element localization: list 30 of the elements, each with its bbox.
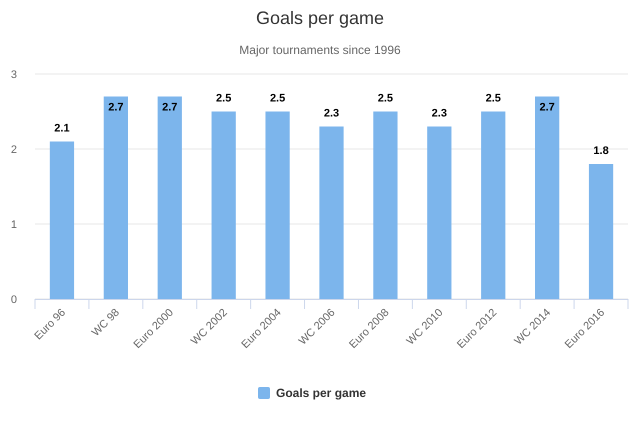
y-tick-label: 1	[10, 219, 17, 231]
bar	[158, 96, 182, 299]
bar	[535, 96, 560, 299]
data-label: 1.8	[593, 145, 609, 157]
data-label: 2.7	[108, 102, 124, 114]
bar	[427, 126, 452, 299]
legend-label: Goals per game	[276, 386, 366, 400]
bar	[212, 112, 236, 299]
data-label: 2.5	[270, 92, 286, 104]
data-label: 2.5	[378, 92, 394, 104]
chart-title: Goals per game	[256, 8, 384, 28]
y-tick-label: 2	[10, 144, 17, 156]
data-label: 2.3	[324, 108, 340, 120]
y-tick-label: 0	[10, 294, 17, 306]
bar	[265, 112, 290, 299]
x-tick-label: WC 98	[90, 306, 122, 339]
chart-subtitle: Major tournaments since 1996	[239, 43, 402, 57]
bar	[481, 112, 506, 299]
bar	[104, 96, 128, 299]
data-label: 2.5	[216, 92, 232, 104]
bar	[588, 164, 614, 299]
data-label: 2.7	[539, 102, 555, 114]
y-tick-label: 3	[10, 69, 17, 81]
bar	[319, 126, 344, 299]
bar	[373, 112, 398, 299]
data-label: 2.7	[162, 102, 178, 114]
data-label: 2.1	[54, 122, 70, 134]
bar	[50, 142, 74, 299]
data-label: 2.3	[432, 108, 447, 120]
data-label: 2.5	[486, 92, 501, 104]
